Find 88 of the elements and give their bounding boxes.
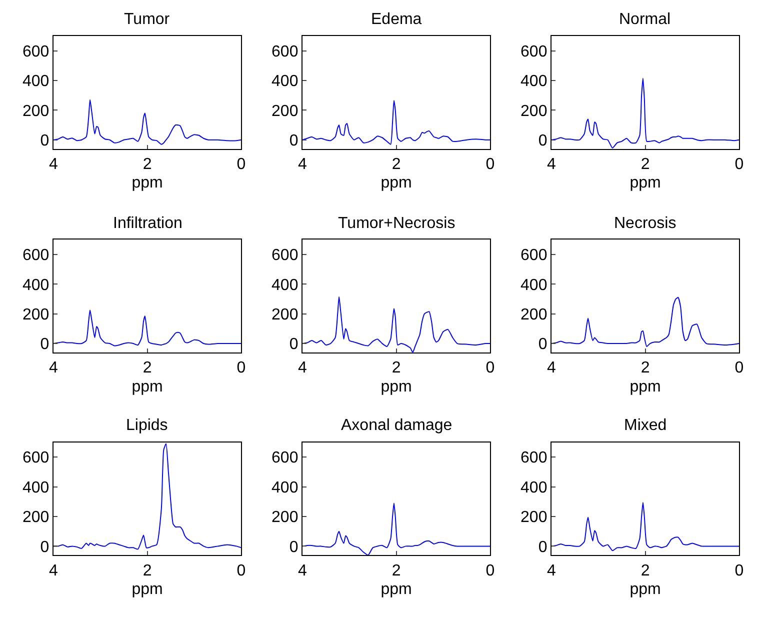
- y-tick-label: 0: [40, 132, 50, 150]
- x-axis-title: ppm: [380, 581, 412, 598]
- x-tick-label: 4: [546, 360, 556, 377]
- x-tick-label: 4: [48, 156, 58, 173]
- x-tick-label: 0: [236, 360, 246, 377]
- x-axis-title: ppm: [380, 378, 412, 396]
- y-tick-label: 200: [272, 102, 298, 120]
- line-series: [53, 99, 242, 145]
- x-axis-title: ppm: [132, 581, 163, 598]
- line-series: [302, 296, 490, 352]
- x-tick-label: 0: [486, 360, 495, 377]
- y-tick-label: 400: [22, 276, 50, 294]
- y-tick-label: 600: [272, 43, 298, 60]
- y-tick-label: 400: [272, 479, 298, 496]
- x-tick-label: 0: [486, 156, 495, 173]
- y-tick-label: 0: [289, 538, 298, 556]
- chart-title: Edema: [371, 11, 422, 28]
- y-tick-label: 0: [289, 336, 298, 354]
- x-axis-title: ppm: [132, 378, 163, 396]
- chart-title: Tumor+Necrosis: [338, 215, 456, 232]
- x-tick-label: 0: [236, 562, 246, 580]
- x-tick-label: 0: [734, 360, 744, 377]
- y-tick-label: 200: [272, 306, 298, 324]
- y-tick-label: 600: [22, 450, 50, 467]
- y-tick-label: 200: [520, 306, 548, 324]
- x-tick-label: 4: [298, 562, 307, 580]
- line-series: [53, 310, 242, 346]
- chart-title: Necrosis: [614, 215, 676, 232]
- y-tick-label: 400: [272, 73, 298, 90]
- x-axis-title: ppm: [630, 378, 661, 396]
- x-tick-label: 4: [48, 360, 58, 377]
- y-tick-label: 200: [520, 509, 548, 526]
- x-tick-label: 2: [142, 360, 152, 377]
- chart-title: Axonal damage: [341, 417, 452, 434]
- y-tick-label: 400: [520, 73, 548, 90]
- line-series: [551, 78, 740, 149]
- x-tick-label: 2: [392, 360, 401, 377]
- y-tick-label: 200: [520, 102, 548, 120]
- y-tick-label: 600: [272, 247, 298, 264]
- y-tick-label: 0: [40, 336, 50, 354]
- y-tick-label: 600: [520, 247, 548, 264]
- y-tick-label: 0: [40, 538, 50, 556]
- x-axis-title: ppm: [132, 174, 163, 192]
- y-tick-label: 400: [520, 276, 548, 294]
- x-tick-label: 4: [546, 156, 556, 173]
- x-tick-label: 2: [392, 562, 401, 580]
- x-tick-label: 2: [640, 360, 650, 377]
- x-tick-label: 2: [142, 156, 152, 173]
- x-tick-label: 4: [298, 156, 307, 173]
- y-tick-label: 200: [22, 509, 50, 526]
- x-tick-label: 0: [734, 156, 744, 173]
- x-axis-title: ppm: [630, 581, 661, 598]
- y-tick-label: 0: [538, 538, 548, 556]
- x-tick-label: 2: [392, 156, 401, 173]
- chart-title: Lipids: [126, 417, 168, 434]
- y-tick-label: 200: [22, 306, 50, 324]
- x-tick-label: 0: [734, 562, 744, 580]
- x-axis-title: ppm: [630, 174, 661, 192]
- y-tick-label: 400: [272, 276, 298, 294]
- y-tick-label: 400: [520, 479, 548, 496]
- y-tick-label: 600: [22, 247, 50, 264]
- x-tick-label: 4: [546, 562, 556, 580]
- x-tick-label: 2: [640, 156, 650, 173]
- y-tick-label: 600: [22, 43, 50, 60]
- y-tick-label: 0: [538, 132, 548, 150]
- x-tick-label: 0: [236, 156, 246, 173]
- y-tick-label: 0: [538, 336, 548, 354]
- y-tick-label: 200: [22, 102, 50, 120]
- y-tick-label: 600: [272, 450, 298, 467]
- y-tick-label: 600: [520, 43, 548, 60]
- y-tick-label: 400: [22, 479, 50, 496]
- x-tick-label: 0: [486, 562, 495, 580]
- chart-title: Tumor: [124, 11, 170, 28]
- chart-title: Infiltration: [113, 215, 182, 232]
- x-tick-label: 2: [640, 562, 650, 580]
- y-tick-label: 400: [22, 73, 50, 90]
- line-series: [551, 297, 740, 347]
- y-tick-label: 600: [520, 450, 548, 467]
- x-tick-label: 4: [48, 562, 58, 580]
- line-series: [302, 100, 490, 145]
- x-tick-label: 4: [298, 360, 307, 377]
- chart-title: Normal: [619, 11, 671, 28]
- x-axis-title: ppm: [380, 174, 412, 192]
- chart-title: Mixed: [624, 417, 667, 434]
- y-tick-label: 0: [289, 132, 298, 150]
- x-tick-label: 2: [142, 562, 152, 580]
- line-series: [302, 502, 490, 556]
- y-tick-label: 200: [272, 509, 298, 526]
